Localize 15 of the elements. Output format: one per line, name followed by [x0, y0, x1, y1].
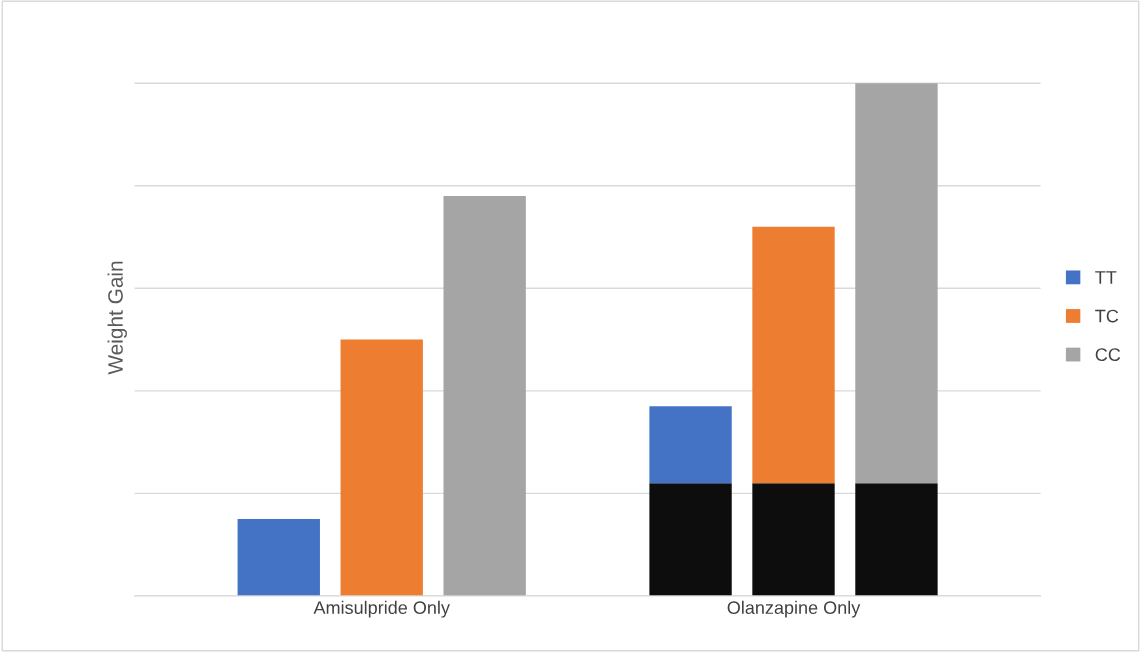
legend-label: TC	[1095, 309, 1119, 323]
bar	[752, 483, 835, 596]
x-tick-label: Olanzapine Only	[727, 600, 861, 618]
x-tick-label: Amisulpride Only	[313, 600, 450, 618]
legend-label: TT	[1095, 271, 1117, 284]
y-axis-title: Weight Gain	[107, 261, 127, 375]
bar	[443, 196, 526, 596]
bar	[855, 483, 938, 596]
bar	[855, 83, 938, 484]
bar	[752, 226, 835, 484]
legend-label: CC	[1095, 348, 1121, 362]
bar	[237, 519, 320, 596]
bar	[649, 406, 732, 484]
bar	[649, 483, 732, 596]
bar	[340, 339, 423, 596]
